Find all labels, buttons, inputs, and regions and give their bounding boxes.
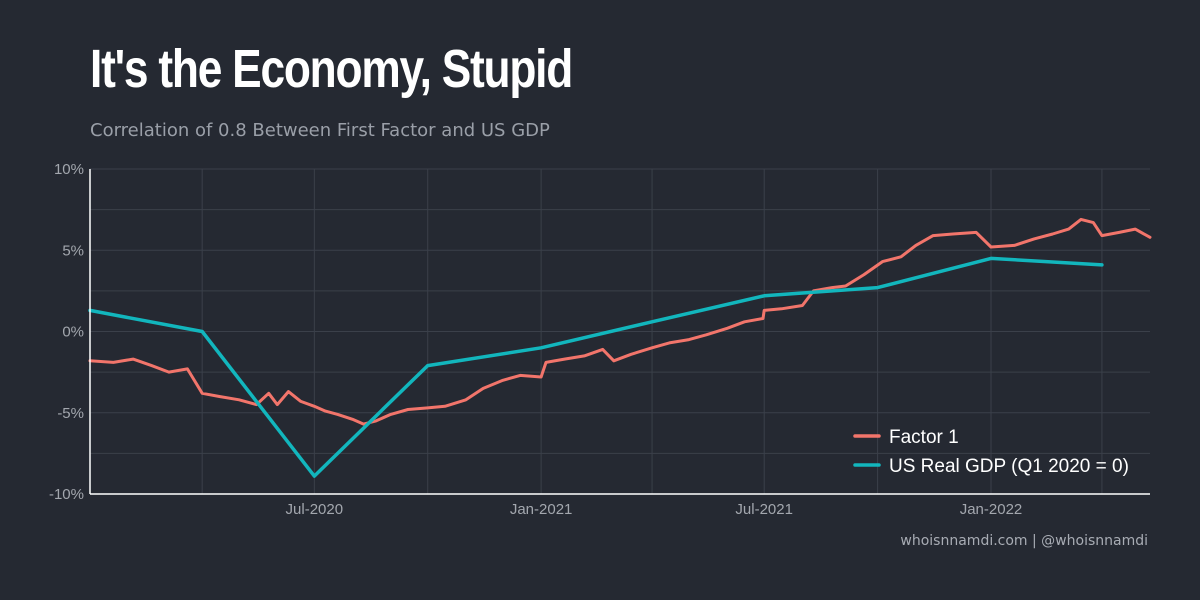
y-tick-label: 10% xyxy=(54,161,84,178)
legend-label-factor-1: Factor 1 xyxy=(889,427,959,448)
legend-label-gdp: US Real GDP (Q1 2020 = 0) xyxy=(889,456,1129,477)
y-tick-label: -5% xyxy=(57,405,84,422)
y-tick-label: 0% xyxy=(62,324,84,341)
us-real-gdp-line xyxy=(88,256,1104,478)
y-tick-label: -10% xyxy=(49,486,84,503)
x-tick-label: Jul-2021 xyxy=(735,501,793,518)
series-lines xyxy=(88,217,1152,478)
legend: Factor 1 US Real GDP (Q1 2020 = 0) xyxy=(853,427,1129,477)
x-tick-label: Jan-2021 xyxy=(510,501,573,518)
factor-1-line xyxy=(88,217,1152,426)
x-tick-label: Jan-2022 xyxy=(960,501,1023,518)
credit-text: whoisnnamdi.com | @whoisnnamdi xyxy=(900,533,1148,549)
x-tick-label: Jul-2020 xyxy=(286,501,344,518)
chart-subtitle: Correlation of 0.8 Between First Factor … xyxy=(90,120,550,141)
grid-lines xyxy=(90,168,1150,495)
chart-title: It's the Economy, Stupid xyxy=(90,39,573,99)
axes: -10% -5% 0% 5% 10% Jul-2020 Jan-2021 Jul-2021 Ja… xyxy=(49,161,1150,518)
y-tick-label: 5% xyxy=(62,242,84,259)
